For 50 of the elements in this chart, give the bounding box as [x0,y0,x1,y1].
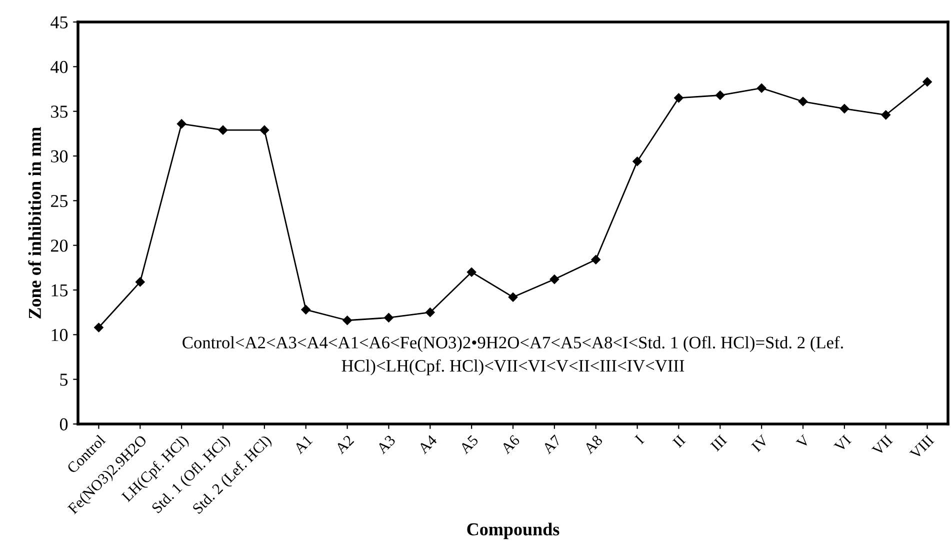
point [136,277,145,287]
y-tick-label: 15 [52,284,68,296]
point [384,313,394,322]
y-tick-label: 45 [50,16,68,28]
point [342,316,352,325]
point [466,268,476,277]
point [756,83,766,93]
point [550,274,560,284]
point [632,156,642,166]
x-tick-label: IV [750,434,770,452]
y-tick-label: 30 [51,150,68,162]
point [881,110,890,120]
x-tick-label: VIII [909,434,935,460]
x-axis-title: Compounds [467,522,560,540]
point [218,125,228,135]
x-tick-label: A5 [458,434,479,454]
y-tick-label: 0 [60,418,68,430]
x-tick-label: A4 [417,434,438,454]
point [591,255,600,264]
x-tick-label: A1 [293,434,313,454]
y-tick-label: 25 [51,194,68,208]
point [426,308,435,317]
point [716,90,725,100]
x-tick-label: A2 [334,434,354,454]
y-axis-title: Zone of inhibition in mm [28,126,41,318]
x-tick-label: I [634,434,644,444]
point [176,119,186,128]
x-tick-label: VI [834,434,852,453]
y-tick-label: 20 [51,240,68,252]
point [94,322,104,332]
y-tick-label: 40 [50,60,68,74]
y-tick-label: 35 [51,106,68,118]
y-tick-label: 5 [60,374,68,386]
x-tick-label: A7 [542,434,562,454]
point [798,96,808,106]
point [674,93,684,103]
point [840,104,850,114]
x-tick-label: VII [871,434,894,456]
x-tick-label: A6 [500,434,520,454]
x-tick-label: II [672,434,686,448]
x-tick-label: III [710,434,728,452]
y-tick-label: 10 [52,328,68,342]
x-tick-label: A3 [376,434,396,454]
point [922,77,932,86]
annotation: Control<A2<A3<A4<A1<A6<Fe(NO3)2•9H2O<A7<A5<A8<I<Std. 1 (Ofl. HCl)=Std. 2 (Lef. HCl)<LH(Cpf. HCl)<VII<VI<V<II<III<IV<VIII [182,336,843,376]
point [301,305,310,314]
x-tick-label: A8 [583,434,604,454]
x-tick-label: V [796,434,811,450]
point [260,125,270,135]
point [508,292,518,302]
